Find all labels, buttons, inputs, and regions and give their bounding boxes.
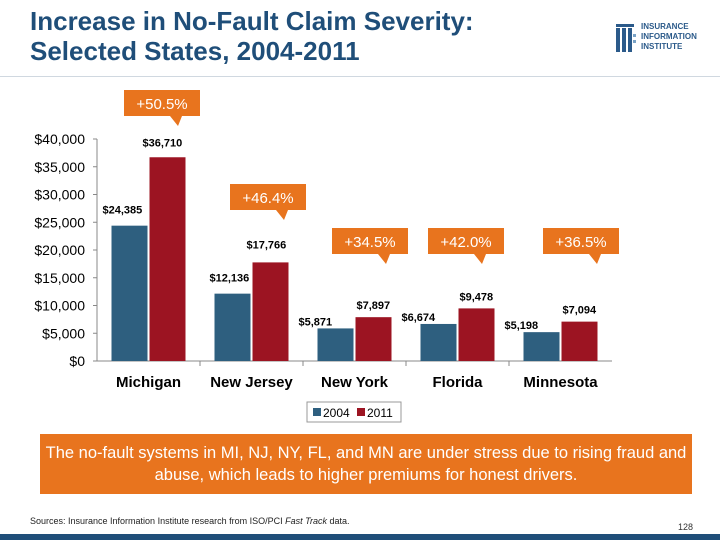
logo-line-1: INSURANCE: [641, 22, 689, 31]
logo-text: INSURANCE INFORMATION INSTITUTE: [641, 22, 697, 52]
data-label-2011: $9,478: [460, 291, 494, 303]
data-label-2004: $5,871: [299, 316, 333, 328]
insurance-information-institute-logo: INSURANCE INFORMATION INSTITUTE: [616, 22, 712, 66]
x-category-label: Michigan: [116, 374, 181, 391]
change-callout-text: +50.5%: [136, 96, 187, 113]
x-category-label: New Jersey: [210, 374, 293, 391]
y-tick-label: $10,000: [34, 298, 85, 314]
claim-severity-bar-chart: $0 $5,000 $10,000 $15,000 $20,000 $25,000 $30,…: [34, 90, 619, 423]
y-tick-label: $35,000: [34, 159, 85, 175]
bar-2004-michigan: [111, 225, 148, 361]
data-label-2011: $7,897: [357, 300, 391, 312]
sources-italic: Fast Track: [285, 516, 327, 526]
y-tick-label: $20,000: [34, 242, 85, 258]
banner-text: The no-fault systems in MI, NJ, NY, FL, …: [45, 444, 687, 484]
y-tick-label: $5,000: [42, 325, 85, 341]
legend-box: [306, 401, 402, 423]
change-callout-shape: [230, 184, 306, 220]
change-callout-shape: [543, 228, 619, 264]
change-callout-text: +42.0%: [440, 234, 491, 251]
bar-2011-new-jersey: [252, 262, 289, 361]
legend-label-2004: 2004: [323, 406, 350, 420]
change-callout-shape: [332, 228, 408, 264]
y-tick-label: $30,000: [34, 187, 85, 203]
footer-bar: [0, 534, 720, 540]
legend-swatch-2004: [313, 408, 321, 416]
bar-2011-florida: [458, 308, 495, 361]
bar-2004-new-york: [317, 328, 354, 361]
y-tick-label: $0: [69, 353, 85, 369]
sources-suffix: data.: [326, 516, 350, 526]
sources-prefix: Sources: Insurance Information Institute…: [30, 516, 286, 526]
change-callout-text: +46.4%: [242, 190, 293, 207]
conclusion-banner: The no-fault systems in MI, NJ, NY, FL, …: [40, 434, 692, 494]
title-line-2: Selected States, 2004-2011: [30, 36, 360, 66]
y-tick-label: $40,000: [34, 131, 85, 147]
change-callout-shape: [428, 228, 504, 264]
bar-2011-michigan: [149, 157, 186, 361]
bar-2004-minnesota: [523, 332, 560, 361]
logo-line-2: INFORMATION: [641, 32, 697, 41]
data-label-2011: $17,766: [247, 239, 287, 251]
data-label-2011: $7,094: [563, 305, 598, 317]
change-callout-shape: [124, 90, 200, 126]
iii-logo-icon: [616, 24, 636, 52]
logo-line-3: INSTITUTE: [641, 42, 683, 51]
sources-note: Sources: Insurance Information Institute…: [30, 516, 349, 526]
legend-label-2011: 2011: [367, 406, 393, 420]
data-label-2004: $5,198: [505, 320, 539, 332]
data-label-2011: $36,710: [143, 137, 183, 149]
change-callout-text: +34.5%: [344, 234, 395, 251]
bar-2011-new-york: [355, 317, 392, 361]
bar-2004-florida: [420, 323, 457, 361]
change-callout-text: +36.5%: [555, 234, 606, 251]
title-line-1: Increase in No-Fault Claim Severity:: [30, 6, 474, 36]
slide-title: Increase in No-Fault Claim Severity: Sel…: [30, 6, 590, 66]
title-divider: [0, 76, 720, 77]
bar-2011-minnesota: [561, 321, 598, 361]
x-category-label: Minnesota: [523, 374, 598, 391]
data-label-2004: $12,136: [210, 273, 250, 285]
page-number: 128: [678, 522, 694, 532]
y-tick-label: $25,000: [34, 214, 85, 230]
y-tick-label: $15,000: [34, 270, 85, 286]
legend-swatch-2011: [357, 408, 365, 416]
bar-2004-new-jersey: [214, 293, 251, 361]
data-label-2004: $24,385: [103, 205, 143, 217]
x-category-label: New York: [321, 374, 389, 391]
data-label-2004: $6,674: [402, 312, 437, 324]
x-category-label: Florida: [432, 374, 483, 391]
